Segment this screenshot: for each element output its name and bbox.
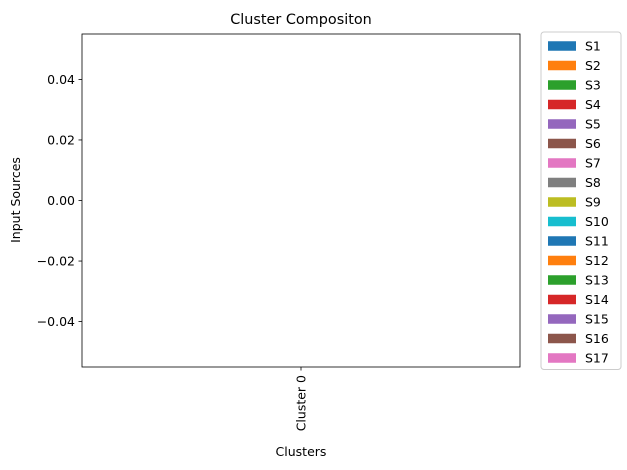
legend-label: S12 xyxy=(585,253,609,268)
legend-label: S13 xyxy=(585,272,609,287)
legend-label: S10 xyxy=(585,214,609,229)
legend-label: S2 xyxy=(585,58,601,73)
plot-area xyxy=(82,34,520,367)
legend-label: S16 xyxy=(585,331,609,346)
x-axis: Cluster 0 xyxy=(294,367,309,431)
legend-swatch xyxy=(548,294,576,305)
legend-swatch xyxy=(548,80,576,90)
legend: S1 S2 S3 S4 S5 S6 S7 S8 S9 S10 S11 S12 S13 S14 S15 S16 S… xyxy=(540,31,622,370)
legend-swatch xyxy=(548,60,576,71)
legend-swatch xyxy=(548,119,576,129)
legend-swatch xyxy=(548,99,576,110)
legend-label: S4 xyxy=(585,97,601,112)
y-tick-label: 0.00 xyxy=(47,193,75,208)
legend-swatch xyxy=(548,333,576,344)
legend-swatch xyxy=(548,255,576,266)
y-tick-label: 0.04 xyxy=(47,72,75,87)
x-axis-label: Clusters xyxy=(276,444,327,459)
y-tick-label: −0.02 xyxy=(37,254,75,269)
legend-swatch xyxy=(548,314,576,324)
x-tick-label: Cluster 0 xyxy=(294,375,309,431)
y-tick-label: 0.02 xyxy=(47,132,75,147)
legend-label: S3 xyxy=(585,77,601,92)
legend-swatch xyxy=(548,353,576,363)
legend-swatch xyxy=(548,216,576,227)
legend-swatch xyxy=(548,41,576,51)
legend-swatch xyxy=(548,275,576,285)
legend-swatch xyxy=(548,138,576,149)
legend-label: S8 xyxy=(585,175,601,190)
legend-label: S7 xyxy=(585,155,601,170)
y-axis: −0.04 −0.02 0.00 0.02 0.04 xyxy=(37,72,82,329)
legend-label: S11 xyxy=(585,233,609,248)
plot-frame xyxy=(81,33,521,368)
chart-title: Cluster Compositon xyxy=(230,12,372,28)
legend-label: S17 xyxy=(585,350,609,365)
legend-label: S5 xyxy=(585,116,601,131)
legend-label: S15 xyxy=(585,311,609,326)
legend-swatch xyxy=(548,236,576,246)
y-tick-label: −0.04 xyxy=(37,314,75,329)
legend-label: S9 xyxy=(585,194,601,209)
legend-swatch xyxy=(548,158,576,168)
legend-frame xyxy=(540,31,622,370)
legend-label: S6 xyxy=(585,136,601,151)
legend-label: S14 xyxy=(585,292,609,307)
legend-swatch xyxy=(548,197,576,207)
legend-label: S1 xyxy=(585,38,601,53)
legend-swatch xyxy=(548,177,576,188)
y-axis-label: Input Sources xyxy=(8,157,23,243)
